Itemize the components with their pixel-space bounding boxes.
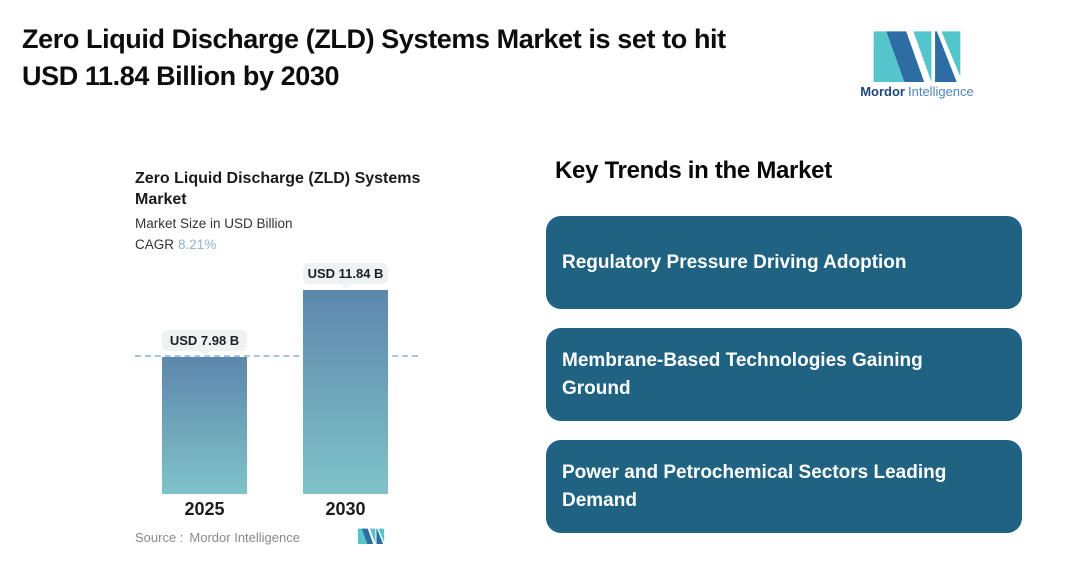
axis-label-2025: 2025 — [184, 499, 225, 519]
chart-header: Zero Liquid Discharge (ZLD) Systems Mark… — [135, 168, 435, 252]
reference-dashline — [135, 355, 418, 357]
page-title-line2: USD 11.84 Billion by 2030 — [22, 61, 340, 91]
cagr-label: CAGR — [135, 237, 175, 252]
trend-card-power: Power and Petrochemical Sectors Leading … — [546, 440, 1022, 533]
brand-name-bold: Mordor — [860, 84, 905, 99]
page-title-line1: Zero Liquid Discharge (ZLD) Systems Mark… — [22, 24, 726, 54]
brand-logo: Mordor Intelligence — [860, 26, 974, 99]
bar-value-callout-2025: USD 7.98 B — [162, 330, 247, 356]
source-value: Mordor Intelligence — [189, 530, 300, 545]
chart-title-line2: Market — [135, 191, 187, 208]
source-line: Source : Mordor Intelligence — [135, 530, 300, 545]
axis-label-2030: 2030 — [325, 499, 366, 519]
source-label: Source : — [135, 530, 184, 545]
trends-heading: Key Trends in the Market — [555, 157, 832, 184]
page-title: Zero Liquid Discharge (ZLD) Systems Mark… — [22, 21, 726, 95]
chart-title-line1: Zero Liquid Discharge (ZLD) Systems — [135, 170, 421, 187]
chart-subtitle: Market Size in USD Billion — [135, 216, 293, 231]
bar-2025 — [162, 357, 247, 494]
mordor-logo-mini-icon — [357, 528, 385, 544]
trend-cards: Regulatory Pressure Driving Adoption Mem… — [546, 216, 1022, 552]
brand-name-light: Intelligence — [908, 84, 974, 99]
mordor-logo-icon — [873, 31, 961, 82]
trend-card-label: Power and Petrochemical Sectors Leading … — [562, 461, 947, 511]
bar-value-callout-2030: USD 11.84 B — [303, 263, 388, 289]
bar-2030 — [303, 290, 388, 494]
trend-card-regulatory: Regulatory Pressure Driving Adoption — [546, 216, 1022, 309]
trend-card-label: Membrane-Based Technologies Gaining Grou… — [562, 349, 923, 399]
chart-title: Zero Liquid Discharge (ZLD) Systems Mark… — [135, 168, 435, 210]
trend-card-label: Regulatory Pressure Driving Adoption — [562, 251, 907, 273]
chart-cagr: CAGR 8.21% — [135, 237, 435, 252]
trend-card-membrane: Membrane-Based Technologies Gaining Grou… — [546, 328, 1022, 421]
cagr-value: 8.21% — [178, 237, 217, 252]
brand-name: Mordor Intelligence — [860, 84, 974, 99]
